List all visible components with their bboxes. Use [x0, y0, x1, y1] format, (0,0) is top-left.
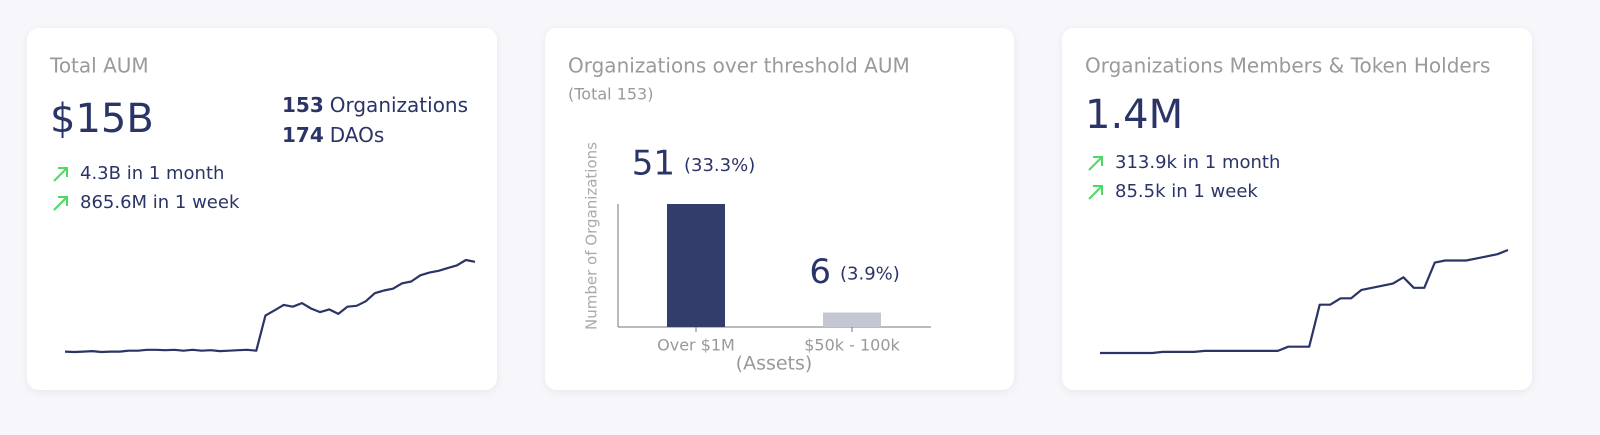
up-arrow [1088, 156, 1103, 171]
x-tick-label: $50k - 100k [804, 336, 900, 355]
bar-percent-label: (33.3%) [684, 155, 755, 176]
change: 85.5k in 1 week [1115, 181, 1258, 202]
card [545, 28, 1014, 390]
up-arrow [53, 167, 68, 182]
bar-percent-label: (3.9%) [840, 264, 900, 285]
x-tick-label: Over $1M [657, 336, 735, 355]
x-axis-label: (Assets) [736, 353, 813, 375]
count: 174 DAOs [282, 123, 384, 147]
count-number: 153 [282, 93, 324, 117]
bar-value-label: 51 [632, 144, 675, 184]
up-arrow [1088, 185, 1103, 200]
card [1062, 28, 1532, 390]
card-value: $15B [50, 96, 154, 142]
change: 865.6M in 1 week [80, 192, 240, 213]
bar-value-label: 6 [809, 252, 831, 292]
sparkline [64, 258, 476, 354]
y-axis-label: Number of Organizations [583, 142, 601, 330]
count: 153 Organizations [282, 93, 468, 117]
count-number: 174 [282, 123, 324, 147]
count-label: Organizations [330, 93, 468, 117]
change: 4.3B in 1 month [80, 163, 224, 184]
count-label: DAOs [330, 123, 385, 147]
card [27, 28, 497, 390]
bar [667, 204, 725, 327]
sparkline [1100, 248, 1509, 355]
change: 313.9k in 1 month [1115, 152, 1280, 173]
card-title: Organizations over threshold AUM [568, 54, 910, 78]
up-arrow [53, 196, 68, 211]
card-subtitle: (Total 153) [568, 85, 653, 104]
card-title: Total AUM [49, 54, 149, 78]
card-title: Organizations Members & Token Holders [1085, 54, 1490, 78]
card-value: 1.4M [1085, 92, 1183, 138]
bar [823, 312, 881, 327]
